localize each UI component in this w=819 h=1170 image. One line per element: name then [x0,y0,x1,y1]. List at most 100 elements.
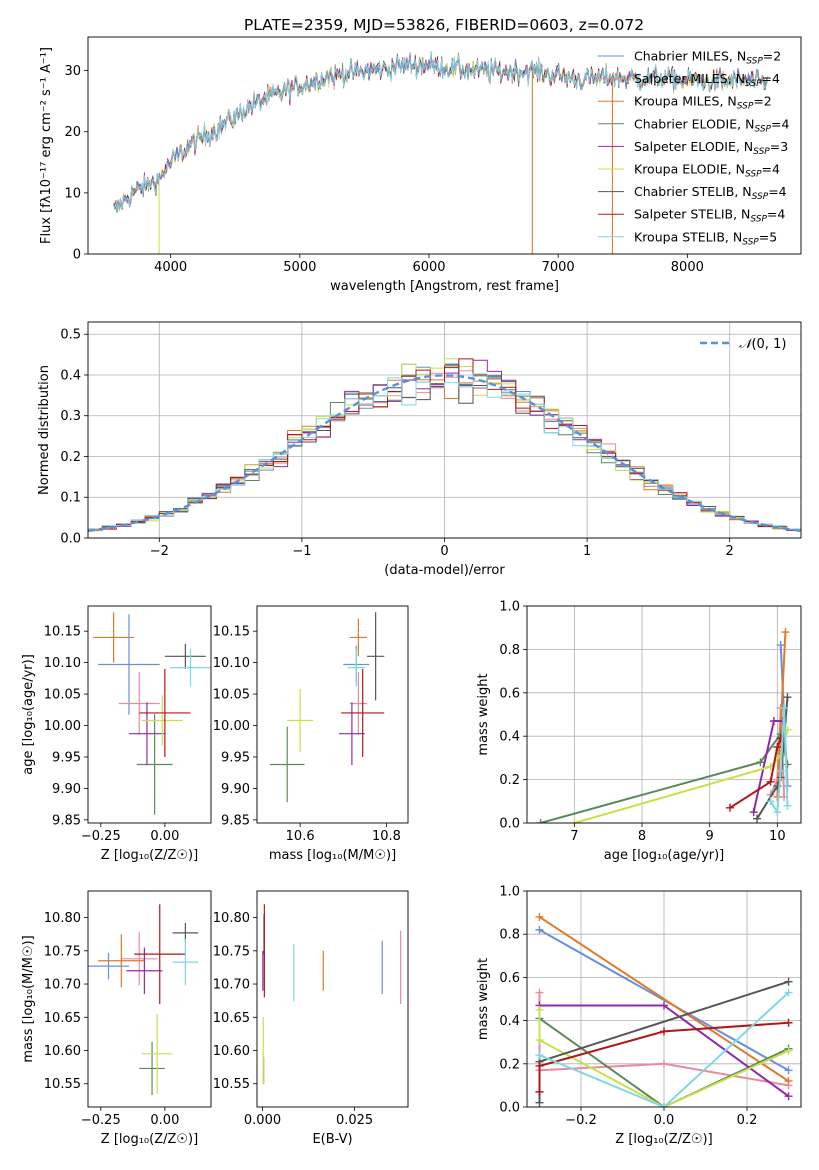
y-tick-label: 0 [73,248,81,263]
errorbar-point [139,1041,165,1096]
x-tick-label: 1 [583,544,591,559]
histogram-series [88,358,801,531]
y-tick-label: 10.15 [213,625,250,640]
weight-marker [570,819,579,823]
y-axis-label: mass [log₁₀(M/M☉)] [21,935,36,1062]
y-tick-label: 10.10 [44,656,81,671]
errorbar-point [98,934,145,988]
y-tick-label: 20 [64,125,81,140]
y-tick-label: 10.80 [213,911,250,926]
weight-marker [784,1018,793,1027]
x-axis-label: Z [log₁₀(Z/Z☉)] [615,1132,712,1147]
axes-frame [87,890,212,1108]
weight-marker [773,743,782,752]
legend-label: Kroupa MILES, NSSP=2 [634,94,772,112]
weight-marker [660,1103,668,1107]
errorbar-point [98,614,160,715]
errorbars [269,612,385,803]
y-tick-label: 9.90 [52,782,81,797]
errorbar-point [164,643,206,669]
y-tick-label: 10.60 [44,1044,81,1059]
weight-marker [776,766,785,775]
y-tick-label: 0.4 [499,730,520,745]
x-tick-label: 2 [726,544,734,559]
weight-marker [773,808,782,817]
y-tick-label: 10.70 [213,978,250,993]
legend-label: Salpeter STELIB, NSSP=4 [634,207,785,225]
weight-marker [536,819,545,823]
spectrum-panel: 4000 5000 6000 7000 8000 0 10 20 30 wavelength [A… [39,36,802,294]
x-tick-label: 4000 [154,260,187,275]
weight-marker [535,1061,544,1070]
legend-label: 𝒩(0, 1) [739,337,786,352]
weight-marker [784,1092,793,1101]
axes-frame [256,605,409,824]
weight-marker [660,1001,668,1010]
y-tick-label: 9.95 [52,750,81,765]
normal-curve [88,374,801,533]
y-tick-label: 10.65 [44,1011,81,1026]
weight-marker [660,1059,668,1068]
y-tick-label: 0.4 [60,368,81,383]
y-axis-label: mass weight [476,673,491,755]
x-tick-label: 0.000 [244,1113,281,1128]
x-tick-label: 0 [440,544,448,559]
y-tick-label: 10.15 [44,625,81,640]
y-tick-label: 10.05 [213,688,250,703]
errorbar-point [134,904,186,1004]
weight-marker [780,703,789,712]
errorbar-point [136,714,173,815]
weight-marker [783,693,792,702]
weight-marker [784,988,793,997]
x-axis-label: E(B-V) [312,1132,352,1147]
errorbar-point [349,618,368,657]
y-tick-label: 0.2 [499,773,520,788]
spectrum-legend: Chabrier MILES, NSSP=2 Salpeter MILES, NS… [598,49,789,247]
y-tick-label: 0.8 [499,928,520,943]
x-tick-label: 9 [706,829,714,844]
y-tick-label: 0.1 [60,491,81,506]
y-tick-label: 0.3 [60,409,81,424]
y-tick-label: 0.2 [499,1057,520,1072]
x-axis-label: Z [log₁₀(Z/Z☉)] [101,848,198,863]
x-axis-label: (data-model)/error [384,563,505,578]
weight-series-line [538,1021,789,1092]
y-tick-label: 0.6 [499,971,520,986]
y-tick-label: 10.60 [213,1044,250,1059]
x-tick-label: 0.00 [150,1113,179,1128]
mass_vs_Z-panel: −0.25 0.00 10.55 10.60 10.65 10.70 10.75 10.80 Z… [21,890,212,1147]
weight-marker [535,1051,544,1060]
x-tick-label: −1 [292,544,311,559]
histograms [88,358,801,533]
weight-marker [784,1066,793,1075]
weight-marker [766,797,775,806]
axes-frame [87,36,802,255]
legend-label: Salpeter ELODIE, NSSP=3 [634,139,788,157]
x-tick-label: 0.2 [737,1113,758,1128]
y-tick-label: 0.6 [499,686,520,701]
weight-marker [783,801,792,810]
axes-frame [256,890,409,1108]
errorbar-point [367,612,385,701]
weight-lines [535,912,793,1107]
x-axis-label: wavelength [Angstrom, rest frame] [330,279,559,294]
errorbar-point [172,938,199,986]
errorbar-point [341,668,385,757]
weight-marker [753,814,762,823]
weight-marker [766,777,775,786]
x-axis-label: Z [log₁₀(Z/Z☉)] [101,1132,198,1147]
axes-frame [526,605,802,824]
y-tick-label: 10 [64,186,81,201]
legend-label: Kroupa ELODIE, NSSP=4 [634,162,780,180]
weight-marker [784,1046,793,1055]
x-tick-label: 0.0 [654,1113,675,1128]
x-tick-label: 7000 [542,260,575,275]
weight-marker [773,792,782,801]
errorbar-point [170,648,211,687]
errorbar-point [93,612,135,663]
weight-marker [725,803,734,812]
y-tick-label: 30 [64,64,81,79]
y-tick-label: 10.00 [44,719,81,734]
legend-label: Chabrier STELIB, NSSP=4 [634,184,787,202]
spectrum-line [113,51,768,212]
